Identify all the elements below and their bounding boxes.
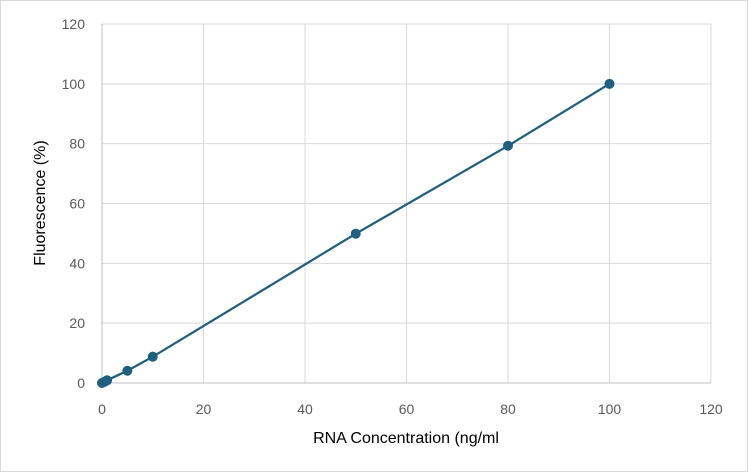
y-tick-label: 100: [62, 76, 86, 92]
y-axis-title: Fluorescence (%): [32, 140, 49, 265]
y-tick-label: 60: [69, 196, 85, 212]
x-tick-label: 100: [598, 401, 622, 417]
y-tick-label: 40: [69, 255, 85, 271]
series: [97, 78, 615, 388]
y-tick-label: 20: [69, 315, 85, 331]
data-point: [503, 140, 513, 151]
x-tick-label: 40: [297, 401, 313, 417]
axes: [101, 24, 711, 384]
data-point: [122, 365, 133, 376]
data-point: [102, 375, 113, 386]
x-tick-label: 80: [500, 401, 516, 417]
x-tick-labels: 0 20 40 60 80 100 120: [98, 401, 723, 417]
x-tick-label: 60: [399, 401, 415, 417]
x-axis-title: RNA Concentration (ng/ml: [313, 430, 499, 447]
data-point: [350, 228, 361, 239]
y-tick-labels: 0 20 40 60 80 100 120: [62, 16, 86, 391]
x-tick-label: 120: [699, 401, 723, 417]
x-tick-label: 20: [196, 401, 212, 417]
y-tick-label: 80: [69, 136, 85, 152]
y-tick-label: 120: [62, 16, 86, 32]
y-tick-label: 0: [77, 375, 85, 391]
x-tick-label: 0: [98, 401, 106, 417]
data-point: [147, 351, 158, 362]
data-point: [604, 78, 615, 89]
